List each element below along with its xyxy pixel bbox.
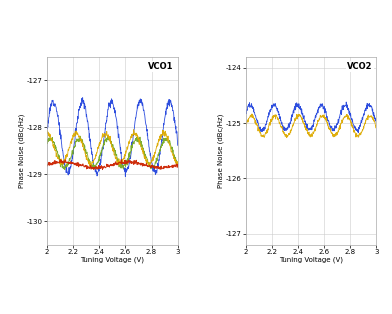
Y-axis label: Phase Noise (dBc/Hz): Phase Noise (dBc/Hz) xyxy=(218,114,224,188)
Y-axis label: Phase Noise (dBc/Hz): Phase Noise (dBc/Hz) xyxy=(19,114,25,188)
Text: VCO1: VCO1 xyxy=(148,62,174,71)
X-axis label: Tuning Voltage (V): Tuning Voltage (V) xyxy=(279,257,343,263)
Text: VCO2: VCO2 xyxy=(347,62,372,71)
X-axis label: Tuning Voltage (V): Tuning Voltage (V) xyxy=(80,257,144,263)
